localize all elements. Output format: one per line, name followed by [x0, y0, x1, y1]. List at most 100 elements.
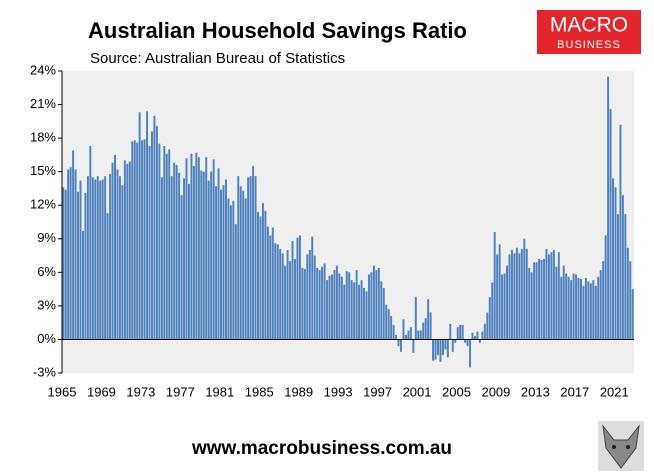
bar	[377, 267, 380, 340]
bar	[128, 161, 131, 340]
bar	[626, 247, 629, 340]
y-tick-label: -3%	[33, 364, 57, 379]
bar	[471, 332, 474, 340]
y-tick-label: 15%	[30, 163, 56, 178]
bar	[358, 284, 361, 340]
x-tick-label: 1993	[324, 384, 353, 399]
bar	[96, 176, 99, 340]
bar	[249, 176, 252, 340]
bar	[523, 238, 526, 340]
bar	[355, 270, 358, 340]
x-tick-label: 2013	[521, 384, 550, 399]
bar	[570, 280, 573, 340]
x-tick-label: 1981	[205, 384, 234, 399]
bar	[515, 247, 518, 340]
bar	[266, 226, 269, 340]
bar	[575, 274, 578, 340]
x-tick-label: 1977	[166, 384, 195, 399]
bar	[279, 248, 282, 340]
bar	[197, 157, 200, 340]
bar	[227, 198, 230, 340]
bar	[146, 111, 149, 340]
bar	[476, 331, 479, 340]
bar	[294, 258, 296, 340]
bar	[229, 205, 232, 340]
bar	[446, 339, 449, 358]
bar	[148, 145, 151, 340]
bar	[382, 287, 385, 340]
bar	[234, 224, 237, 340]
bar	[612, 178, 615, 340]
bar	[525, 248, 528, 340]
bar	[79, 180, 82, 340]
bar	[165, 153, 168, 340]
bar	[207, 180, 210, 340]
bar	[321, 266, 324, 340]
x-tick-label: 1997	[363, 384, 392, 399]
bar	[289, 261, 292, 340]
bar	[99, 180, 102, 340]
x-tick-label: 1969	[87, 384, 116, 399]
bar	[340, 276, 343, 340]
bar	[170, 176, 173, 340]
bar	[503, 273, 506, 340]
bar	[141, 140, 144, 340]
bar	[284, 265, 287, 340]
bar	[562, 265, 565, 340]
bar	[330, 274, 333, 340]
bar	[318, 270, 321, 340]
bar	[163, 145, 166, 340]
bar	[200, 170, 203, 340]
bar	[338, 273, 341, 340]
bar	[577, 277, 580, 340]
bar	[64, 189, 67, 340]
bar	[567, 276, 570, 340]
bar	[506, 265, 509, 340]
bar	[118, 176, 121, 340]
bar	[323, 263, 326, 340]
logo-box	[537, 10, 641, 54]
bar	[538, 258, 541, 340]
bar	[614, 187, 617, 340]
bar	[510, 249, 513, 340]
bar	[348, 272, 351, 340]
bar	[326, 280, 329, 340]
bar	[116, 169, 119, 340]
bar	[126, 163, 129, 340]
bar	[271, 227, 274, 340]
bar	[333, 270, 336, 340]
bar	[404, 334, 407, 340]
bar	[143, 139, 146, 340]
logo-line2: BUSINESS	[557, 39, 621, 51]
bar	[624, 214, 627, 340]
bar	[372, 265, 375, 340]
bar	[173, 162, 176, 340]
bar	[121, 185, 124, 340]
bar	[501, 274, 504, 340]
bar	[439, 339, 442, 362]
bar	[328, 275, 331, 340]
bar	[215, 186, 218, 340]
bar	[308, 249, 311, 340]
bar	[547, 254, 550, 340]
bar	[345, 271, 348, 340]
bar	[454, 339, 457, 343]
bar	[187, 183, 190, 340]
bar	[178, 172, 181, 340]
bar	[545, 248, 548, 340]
bar	[296, 237, 299, 340]
bar	[530, 272, 533, 340]
bar	[254, 176, 257, 340]
x-tick-label: 1965	[48, 384, 77, 399]
x-tick-label: 2001	[403, 384, 432, 399]
bar	[175, 164, 178, 340]
bar	[429, 312, 432, 340]
bar	[422, 322, 425, 340]
bar	[631, 289, 634, 340]
bar	[281, 253, 284, 340]
bar	[604, 235, 607, 340]
bar	[594, 285, 597, 340]
bar	[473, 336, 476, 340]
bar	[151, 131, 153, 340]
bar	[62, 187, 65, 340]
